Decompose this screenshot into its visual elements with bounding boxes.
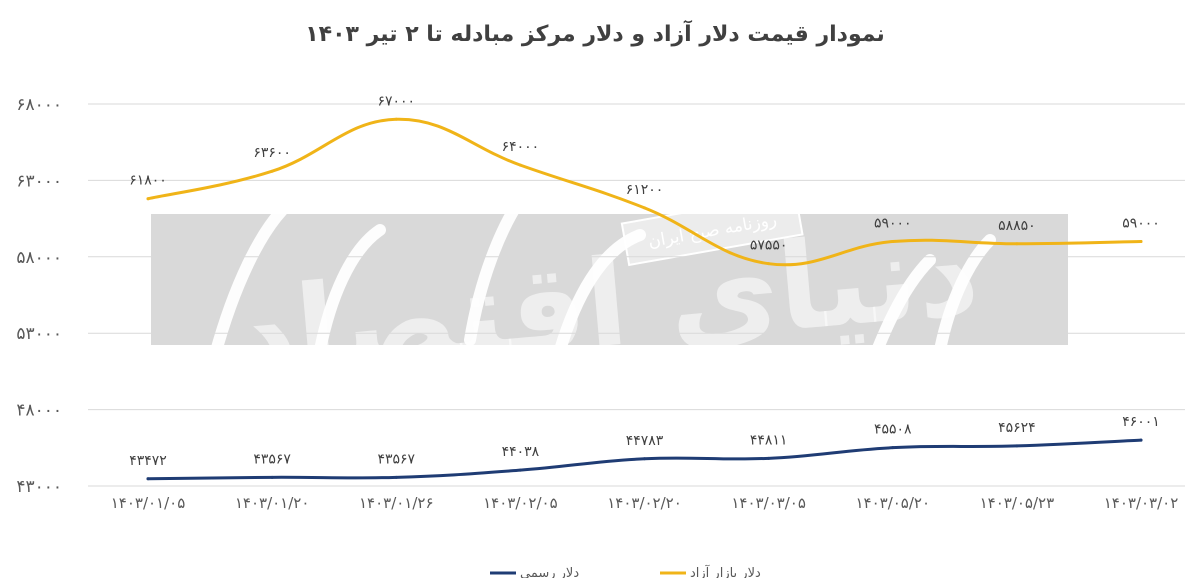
- data-point: [767, 456, 771, 460]
- legend-label: دلار رسمی: [520, 566, 579, 578]
- data-point: [1139, 438, 1143, 442]
- series-group: ۶۱۸۰۰ ۶۳۶۰۰ ۶۷۰۰۰ ۶۴۰۰۰ ۶۱۲۰۰ ۵۷۵۵۰ ۵۹۰۰۰ ۵۸۸۵۰…: [129, 93, 1160, 481]
- x-tick-label: ۱۴۰۳/۰۳/۰۵: [731, 494, 806, 512]
- data-label: ۴۳۵۶۷: [377, 451, 415, 467]
- data-point: [1015, 444, 1019, 448]
- data-label: ۵۸۸۵۰: [998, 218, 1036, 234]
- x-tick-label: ۱۴۰۳/۰۳/۰۲: [1104, 494, 1179, 512]
- data-point: [767, 262, 771, 266]
- data-point: [270, 475, 274, 479]
- y-tick-label: ۶۸۰۰۰: [16, 95, 62, 115]
- data-point: [518, 468, 522, 472]
- data-label: ۴۴۷۸۳: [626, 433, 664, 449]
- data-label: ۶۱۲۰۰: [626, 182, 664, 198]
- data-label: ۵۹۰۰۰: [1122, 216, 1160, 232]
- data-point: [1015, 242, 1019, 246]
- x-tick-label: ۱۴۰۳/۰۱/۲۶: [359, 494, 434, 512]
- data-label: ۶۱۸۰۰: [129, 173, 167, 189]
- x-tick-label: ۱۴۰۳/۰۲/۰۵: [483, 494, 558, 512]
- grid-lines: [88, 103, 1185, 487]
- data-point: [394, 117, 398, 121]
- data-point: [891, 240, 895, 244]
- x-axis: ۱۴۰۳/۰۱/۰۵ ۱۴۰۳/۰۱/۲۰ ۱۴۰۳/۰۱/۲۶ ۱۴۰۳/۰۲/۰۵…: [111, 494, 1179, 512]
- legend-label: دلار بازار آزاد: [690, 564, 761, 578]
- data-point: [394, 475, 398, 479]
- data-label: ۴۵۶۲۴: [998, 420, 1036, 436]
- data-label: ۶۳۶۰۰: [253, 145, 291, 161]
- data-label: ۶۷۰۰۰: [377, 93, 415, 109]
- x-tick-label: ۱۴۰۳/۰۵/۲۳: [980, 494, 1055, 512]
- data-label: ۵۷۵۵۰: [750, 238, 788, 254]
- data-point: [891, 446, 895, 450]
- data-label: ۶۴۰۰۰: [502, 139, 540, 155]
- data-point: [518, 163, 522, 167]
- data-label: ۴۶۰۰۱: [1122, 414, 1160, 430]
- data-point: [1139, 240, 1143, 244]
- data-label: ۴۴۰۳۸: [502, 444, 540, 460]
- y-tick-label: ۵۸۰۰۰: [16, 248, 62, 268]
- legend: دلار رسمی دلار بازار آزاد: [490, 564, 761, 578]
- data-point: [146, 197, 150, 201]
- data-point: [643, 457, 646, 461]
- data-label: ۵۹۰۰۰: [874, 216, 912, 232]
- watermark-logo: [209, 151, 996, 401]
- x-tick-label: ۱۴۰۳/۰۱/۰۵: [111, 494, 186, 512]
- y-tick-label: ۴۳۰۰۰: [16, 477, 62, 497]
- y-tick-label: ۴۸۰۰۰: [16, 401, 62, 421]
- y-tick-label: ۵۳۰۰۰: [16, 324, 62, 344]
- x-tick-label: ۱۴۰۳/۰۲/۲۰: [607, 494, 682, 512]
- chart-title: نمودار قیمت دلار آزاد و دلار مرکز مبادله…: [305, 22, 885, 47]
- x-tick-label: ۱۴۰۳/۰۱/۲۰: [235, 494, 310, 512]
- y-axis: ۴۳۰۰۰ ۴۸۰۰۰ ۵۳۰۰۰ ۵۸۰۰۰ ۶۳۰۰۰ ۶۸۰۰۰: [16, 95, 62, 497]
- y-tick-label: ۶۳۰۰۰: [16, 171, 62, 191]
- data-point: [643, 206, 646, 210]
- x-tick-label: ۱۴۰۳/۰۵/۲۰: [855, 494, 930, 512]
- data-point: [146, 477, 150, 481]
- data-label: ۴۳۵۶۷: [253, 451, 291, 467]
- data-label: ۴۵۵۰۸: [874, 422, 912, 438]
- data-point: [270, 169, 274, 173]
- data-label: ۴۳۴۷۲: [129, 453, 167, 469]
- data-label: ۴۴۸۱۱: [750, 432, 788, 448]
